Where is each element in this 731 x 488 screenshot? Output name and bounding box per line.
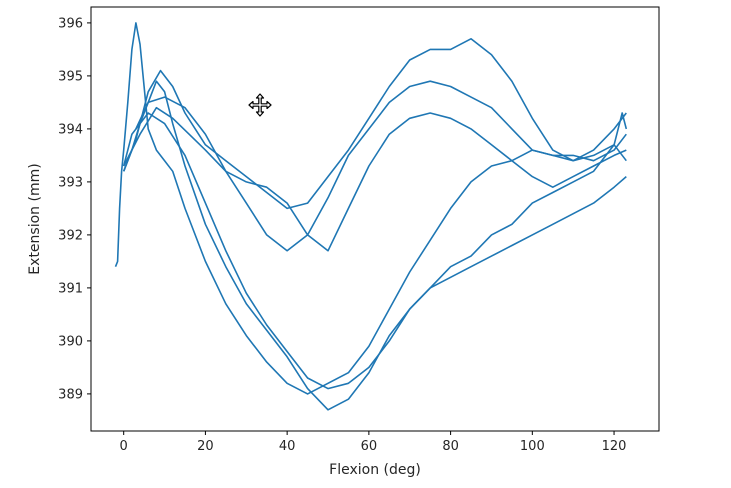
- x-tick-label: 60: [361, 439, 378, 454]
- series-layer: [114, 22, 628, 411]
- y-tick-label: 393: [58, 175, 83, 190]
- series-line-1: [114, 22, 628, 395]
- x-tick-label: 80: [442, 439, 459, 454]
- y-tick-label: 392: [58, 228, 83, 243]
- x-tick-label: 100: [520, 439, 545, 454]
- y-tick-label: 394: [58, 122, 83, 137]
- x-tick-label: 0: [120, 439, 128, 454]
- x-tick-label: 120: [602, 439, 627, 454]
- series-line-3: [122, 37, 627, 210]
- axis-layer: 0 20 40 60 80 100 120 389 390 391 392 393 394 395 396: [58, 16, 626, 454]
- x-tick-label: 20: [197, 439, 214, 454]
- move-cursor-icon: [248, 93, 272, 117]
- plot-area: [91, 7, 659, 431]
- series-line-5: [122, 106, 627, 252]
- y-tick-label: 389: [58, 387, 83, 402]
- x-tick-label: 40: [279, 439, 296, 454]
- series-line-2: [122, 80, 627, 411]
- y-tick-label: 391: [58, 281, 83, 296]
- series-line-6: [122, 112, 627, 390]
- y-tick-label: 390: [58, 334, 83, 349]
- y-tick-label: 395: [58, 69, 83, 84]
- y-tick-label: 396: [58, 16, 83, 31]
- y-axis-label: Extension (mm): [27, 163, 43, 274]
- series-line-4: [135, 80, 627, 252]
- x-axis-label: Flexion (deg): [329, 462, 421, 478]
- plot-frame: [90, 6, 660, 432]
